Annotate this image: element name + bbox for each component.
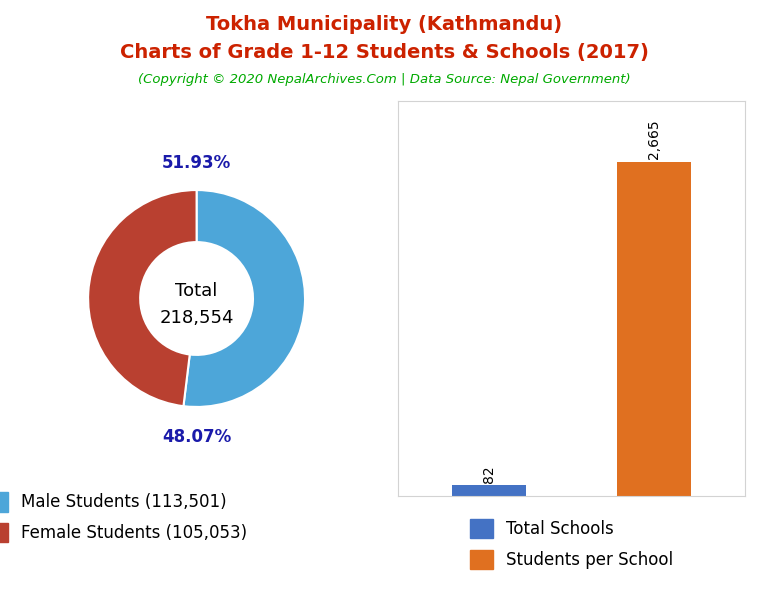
Wedge shape bbox=[88, 190, 197, 406]
Text: 218,554: 218,554 bbox=[159, 309, 233, 327]
Text: 82: 82 bbox=[482, 465, 496, 483]
Text: 48.07%: 48.07% bbox=[162, 428, 231, 447]
Text: Total: Total bbox=[175, 282, 218, 300]
Text: 2,665: 2,665 bbox=[647, 119, 661, 159]
Text: Charts of Grade 1-12 Students & Schools (2017): Charts of Grade 1-12 Students & Schools … bbox=[120, 43, 648, 62]
Legend: Total Schools, Students per School: Total Schools, Students per School bbox=[465, 513, 678, 574]
Text: (Copyright © 2020 NepalArchives.Com | Data Source: Nepal Government): (Copyright © 2020 NepalArchives.Com | Da… bbox=[137, 73, 631, 87]
Legend: Male Students (113,501), Female Students (105,053): Male Students (113,501), Female Students… bbox=[0, 487, 252, 547]
Bar bbox=[617, 162, 691, 496]
Wedge shape bbox=[184, 190, 305, 407]
Text: Tokha Municipality (Kathmandu): Tokha Municipality (Kathmandu) bbox=[206, 15, 562, 34]
Bar bbox=[452, 485, 526, 496]
Text: 51.93%: 51.93% bbox=[162, 154, 231, 172]
